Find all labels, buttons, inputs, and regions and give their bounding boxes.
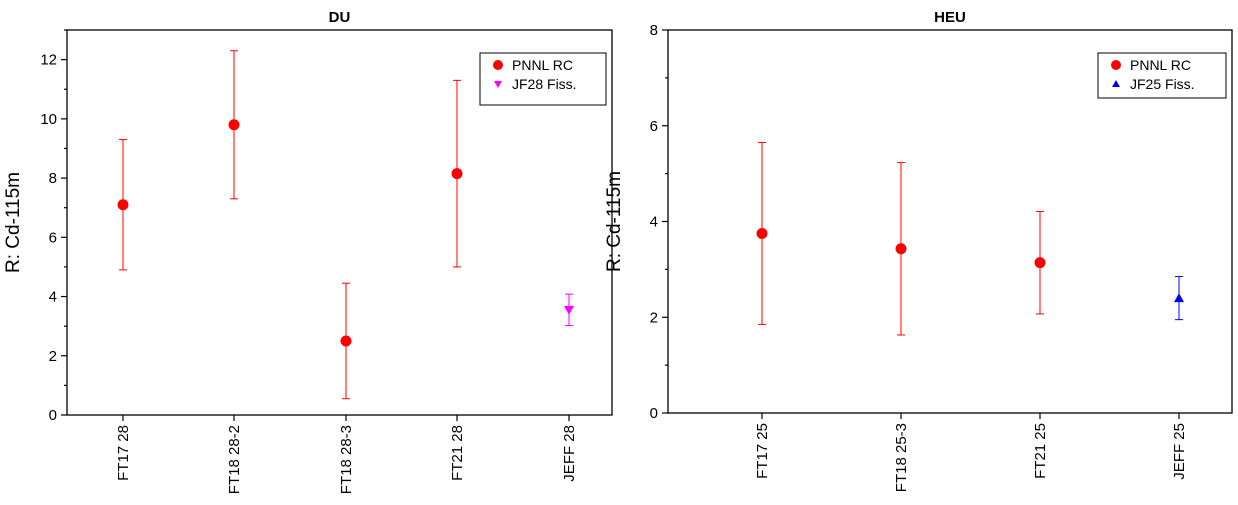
x-tick-label: JEFF 28	[561, 425, 578, 482]
chart-title: DU	[329, 9, 351, 26]
chart-du: DU R: Cd-115m 0 2 4 6 8 10 12 FT17 28 FT18 28-2 FT1…	[3, 9, 613, 494]
x-tick-label: JEFF 25	[1171, 423, 1188, 480]
data-point	[895, 243, 907, 255]
y-tick-label: 6	[650, 118, 658, 135]
data-point	[1174, 293, 1184, 303]
x-tick-label: FT18 28-2	[226, 425, 243, 494]
y-tick-label: 4	[650, 214, 658, 231]
data-point	[564, 305, 574, 315]
x-tick-label: FT21 28	[449, 425, 466, 481]
legend: PNNL RC JF25 Fiss.	[1097, 52, 1227, 99]
data-point	[117, 199, 129, 211]
x-tick-label: FT17 28	[115, 425, 132, 481]
legend-box	[1097, 52, 1227, 99]
y-tick-label: 12	[40, 52, 57, 69]
legend-label: JF25 Fiss.	[1130, 76, 1195, 92]
y-tick-label: 2	[49, 348, 57, 365]
legend: PNNL RC JF28 Fiss.	[479, 52, 607, 106]
legend-marker	[493, 60, 503, 70]
legend-marker	[1112, 80, 1120, 87]
chart-title: HEU	[934, 9, 966, 26]
plot-frame	[66, 29, 613, 416]
legend-marker	[494, 81, 502, 88]
legend-label: JF28 Fiss.	[512, 76, 577, 92]
y-axis-label: R: Cd-115m	[604, 171, 625, 272]
chart-heu: HEU R: Cd-115m 0 2 4 6 8 FT17 25 FT18 25-3 FT21 2…	[604, 9, 1233, 492]
x-tick-label: FT17 25	[754, 423, 771, 479]
y-tick-label: 10	[40, 111, 57, 128]
x-tick-label: FT18 28-3	[338, 425, 355, 494]
data-point	[756, 227, 768, 239]
y-tick-label: 8	[650, 22, 658, 39]
x-tick-label: FT18 25-3	[893, 423, 910, 492]
y-tick-label: 2	[650, 309, 658, 326]
x-tick-label: FT21 25	[1032, 423, 1049, 479]
y-axis-label: R: Cd-115m	[3, 172, 24, 273]
data-point	[228, 119, 240, 131]
legend-marker	[1111, 60, 1121, 70]
data-point	[1034, 257, 1046, 269]
y-tick-label: 0	[49, 407, 57, 424]
y-tick-label: 0	[650, 405, 658, 422]
data-point	[340, 335, 352, 347]
data-point	[451, 168, 463, 180]
y-tick-label: 8	[49, 170, 57, 187]
y-tick-label: 6	[49, 229, 57, 246]
legend-label: PNNL RC	[1130, 57, 1191, 73]
y-tick-label: 4	[49, 289, 57, 306]
legend-label: PNNL RC	[512, 57, 573, 73]
